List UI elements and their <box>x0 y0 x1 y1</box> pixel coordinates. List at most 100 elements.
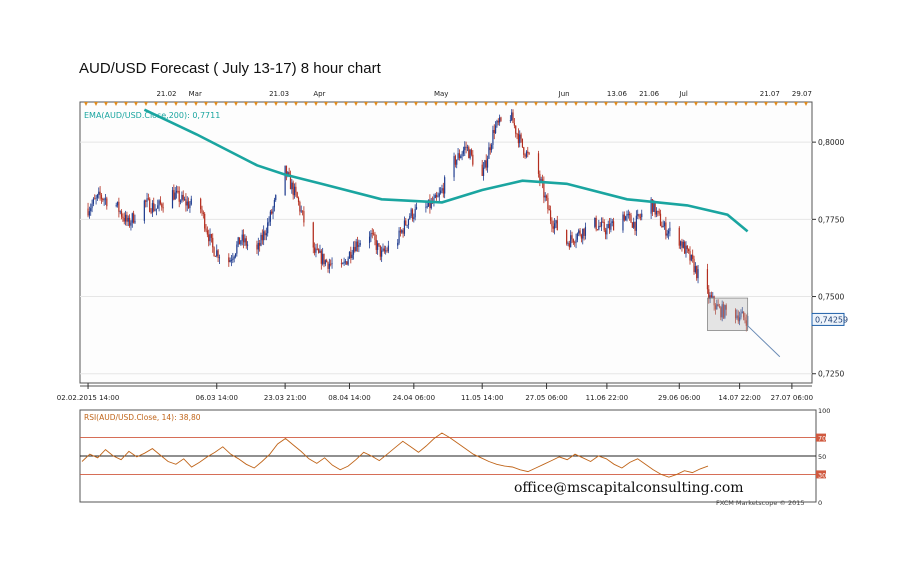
top-axis-label: May <box>434 90 448 98</box>
candle-body <box>547 197 549 209</box>
candle-body <box>721 304 723 318</box>
top-axis-marker <box>674 102 678 106</box>
candle-body <box>102 198 104 201</box>
candle-body <box>98 191 100 195</box>
current-consolidation-box <box>707 297 749 331</box>
candle-body <box>122 216 124 219</box>
candle-body <box>661 225 663 228</box>
candle-body <box>600 221 603 227</box>
price-y-axis: 0,8000 0,7750 0,7500 0,7250 <box>812 138 844 379</box>
top-axis-marker <box>164 102 168 106</box>
candle-body <box>667 230 670 234</box>
top-axis-marker <box>94 102 98 106</box>
rsi-ytick-label: 70 <box>818 435 826 443</box>
candle-body <box>241 234 243 241</box>
candle-body <box>545 195 548 198</box>
top-axis-marker <box>504 102 508 106</box>
top-axis-marker <box>324 102 328 106</box>
candle-body <box>263 231 265 241</box>
top-axis-marker <box>494 102 498 106</box>
current-price-badge: 0,74259 <box>811 312 848 326</box>
candle-body <box>497 120 499 123</box>
candle-body <box>268 221 270 223</box>
candle-body <box>115 205 117 207</box>
candle-body <box>143 200 145 221</box>
top-axis-marker <box>564 102 568 106</box>
candle-body <box>371 233 373 234</box>
candle-body <box>162 207 164 209</box>
candle-body <box>299 202 301 212</box>
candle-body <box>348 251 351 259</box>
candle-body <box>457 153 459 160</box>
candle-body <box>685 245 687 254</box>
candle-body <box>740 313 742 318</box>
candle-body <box>544 195 546 198</box>
candle-body <box>244 238 246 243</box>
candle-body <box>717 304 719 307</box>
candle-body <box>598 225 600 230</box>
bottom-axis-label: 24.04 06:00 <box>393 394 435 402</box>
candle-body <box>120 211 123 217</box>
candle-body <box>663 222 666 227</box>
candle-body <box>269 211 271 222</box>
candle-body <box>576 233 578 240</box>
top-axis-marker <box>724 102 728 106</box>
top-axis-label: 13.06 <box>607 90 628 98</box>
candle-body <box>234 253 237 257</box>
bottom-axis-label: 11.05 14:00 <box>461 394 503 402</box>
candle-body <box>743 311 745 318</box>
candle-body <box>104 198 107 200</box>
candle-body <box>469 149 471 159</box>
candle-body <box>245 238 247 246</box>
top-axis-marker <box>424 102 428 106</box>
candle-body <box>265 233 267 236</box>
candle-body <box>694 266 696 273</box>
candle-body <box>509 120 511 122</box>
candle-body <box>678 227 680 246</box>
top-axis-marker <box>444 102 448 106</box>
top-axis-marker <box>554 102 558 106</box>
candle-body <box>599 225 601 227</box>
top-axis-marker <box>624 102 628 106</box>
candle-body <box>356 241 359 248</box>
candle-body <box>377 243 379 250</box>
candle-body <box>456 159 458 165</box>
candle-body <box>297 197 300 203</box>
top-axis-marker <box>394 102 398 106</box>
top-axis-marker <box>544 102 548 106</box>
candle-body <box>525 151 528 157</box>
candle-body <box>606 228 608 235</box>
candle-body <box>96 194 99 198</box>
top-axis-marker <box>374 102 378 106</box>
candle-body <box>710 295 713 298</box>
rsi-level-badge <box>816 433 826 442</box>
candle-body <box>635 215 637 231</box>
candle-body <box>492 129 494 145</box>
candle-body <box>582 228 584 239</box>
candle-body <box>426 206 428 208</box>
candle-body <box>399 230 402 233</box>
candle-body <box>153 203 155 211</box>
candle-body <box>528 153 530 154</box>
price-panel: 21.02 Mar 21.03 Apr May Jun 13.06 21.06 Jul 21.07… <box>79 90 848 384</box>
top-axis-marker <box>734 102 738 106</box>
candle-body <box>99 191 101 196</box>
candle-body <box>741 311 743 314</box>
candle-body <box>570 235 572 248</box>
candle-body <box>495 125 497 134</box>
top-axis-marker <box>514 102 518 106</box>
bottom-axis-label: 11.06 22:00 <box>586 394 628 402</box>
candle-body <box>611 221 613 223</box>
bottom-date-axis: 02.02.2015 14:00 06.03 14:00 23.03 21:00 08… <box>57 383 813 402</box>
rsi-ytick-label: 30 <box>818 471 826 479</box>
candle-body <box>413 217 415 219</box>
candle-body <box>662 226 664 228</box>
candle-body <box>126 214 128 222</box>
candle-body <box>330 263 332 265</box>
candle-body <box>516 133 518 135</box>
top-axis-marker <box>744 102 748 106</box>
candle-body <box>382 248 384 251</box>
candle-body <box>524 154 526 157</box>
top-axis-marker <box>664 102 668 106</box>
candle-body <box>583 228 585 236</box>
